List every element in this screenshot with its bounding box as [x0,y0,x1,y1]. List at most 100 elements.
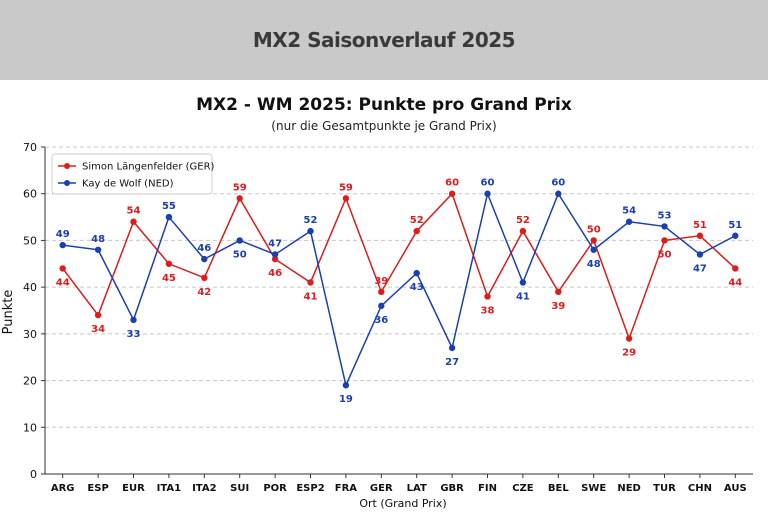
data-point [555,190,562,197]
data-label: 44 [728,277,742,288]
data-label: 60 [445,178,459,189]
data-point [448,190,456,197]
data-label: 54 [127,206,141,217]
y-tick-label: 10 [23,421,37,434]
data-point [732,265,739,272]
chart-container: MX2 - WM 2025: Punkte pro Grand Prix (nu… [0,80,768,512]
chart-title: MX2 - WM 2025: Punkte pro Grand Prix [196,95,572,115]
data-label: 50 [587,224,601,235]
data-point [625,335,633,342]
x-tick-label: FRA [335,483,358,494]
data-label: 47 [693,263,707,274]
data-point [519,279,527,286]
series-line-laengenfelder [62,192,736,341]
x-tick-label: ARG [51,483,75,494]
legend-box [51,153,213,195]
x-tick-label: ESP2 [296,483,324,494]
legend-entry: Simon Längenfelder (GER) [82,162,215,173]
data-label: 44 [56,277,70,288]
data-point [661,237,668,244]
data-point [271,255,279,263]
data-point [519,227,527,235]
data-point [165,213,173,221]
data-point [59,241,66,249]
data-point [484,190,491,197]
x-tick-label: ITA2 [192,483,217,494]
x-tick-label: ESP [87,483,108,494]
data-point [732,232,739,239]
data-label: 53 [658,210,672,221]
x-tick-label: SUI [230,483,249,494]
line-chart: MX2 - WM 2025: Punkte pro Grand Prix (nu… [1,95,753,510]
data-label: 48 [587,259,601,270]
data-label: 33 [127,329,141,340]
data-label: 29 [622,348,636,359]
data-label: 39 [374,276,388,287]
page-header: MX2 Saisonverlauf 2025 [0,0,768,80]
data-point [378,302,385,310]
data-label: 60 [551,178,565,189]
x-tick-label: NED [617,483,641,494]
x-tick-label: CHN [688,483,712,494]
data-point [661,223,668,230]
data-point [201,255,208,263]
data-label: 27 [445,357,459,368]
data-point [378,288,385,296]
data-label: 34 [91,324,105,335]
x-tick-label: FIN [478,483,497,494]
data-point [236,195,243,202]
data-label: 52 [410,215,424,226]
data-label: 19 [339,394,353,405]
data-point [625,218,633,225]
data-label: 38 [481,305,495,316]
data-point [413,227,420,235]
data-label: 52 [304,215,318,226]
data-point [59,265,66,272]
y-tick-label: 20 [23,375,37,388]
data-point [484,293,491,300]
page-title: MX2 Saisonverlauf 2025 [252,28,516,52]
data-label: 50 [658,249,672,260]
data-label: 41 [304,291,318,302]
y-tick-label: 60 [23,188,37,201]
legend-marker [64,163,70,169]
data-label: 51 [693,220,707,231]
data-label: 49 [56,229,70,240]
data-point [307,227,314,235]
x-tick-label: LAT [407,483,427,494]
x-tick-label: GBR [440,483,464,494]
y-tick-label: 40 [23,281,37,294]
data-label: 46 [268,268,282,279]
data-label: 46 [197,243,211,254]
y-tick-label: 50 [23,234,37,247]
x-tick-label: CZE [512,483,534,494]
data-point [696,251,704,258]
y-tick-label: 30 [23,328,37,341]
data-label: 43 [410,282,424,293]
chart-subtitle: (nur die Gesamtpunkte je Grand Prix) [271,119,496,133]
data-label: 60 [481,178,495,189]
data-point [130,316,137,324]
x-tick-label: AUS [724,483,747,494]
data-label: 41 [516,291,530,302]
data-point [130,218,137,225]
x-axis-label: Ort (Grand Prix) [359,497,446,510]
y-axis-label: Punkte [1,290,16,335]
x-tick-label: POR [263,483,287,494]
data-label: 59 [233,182,247,193]
x-tick-label: ITA1 [157,483,182,494]
data-point [307,279,314,286]
data-point [165,260,173,267]
data-point [342,195,350,202]
data-label: 55 [162,201,176,212]
data-point [590,237,597,244]
data-label: 47 [268,238,282,249]
data-point [342,382,350,389]
data-point [94,311,102,319]
x-tick-label: SWE [581,483,606,494]
y-tick-label: 0 [30,468,37,481]
data-label: 36 [374,315,388,326]
data-label: 45 [162,273,176,284]
data-point [94,246,102,253]
data-point [271,251,279,258]
